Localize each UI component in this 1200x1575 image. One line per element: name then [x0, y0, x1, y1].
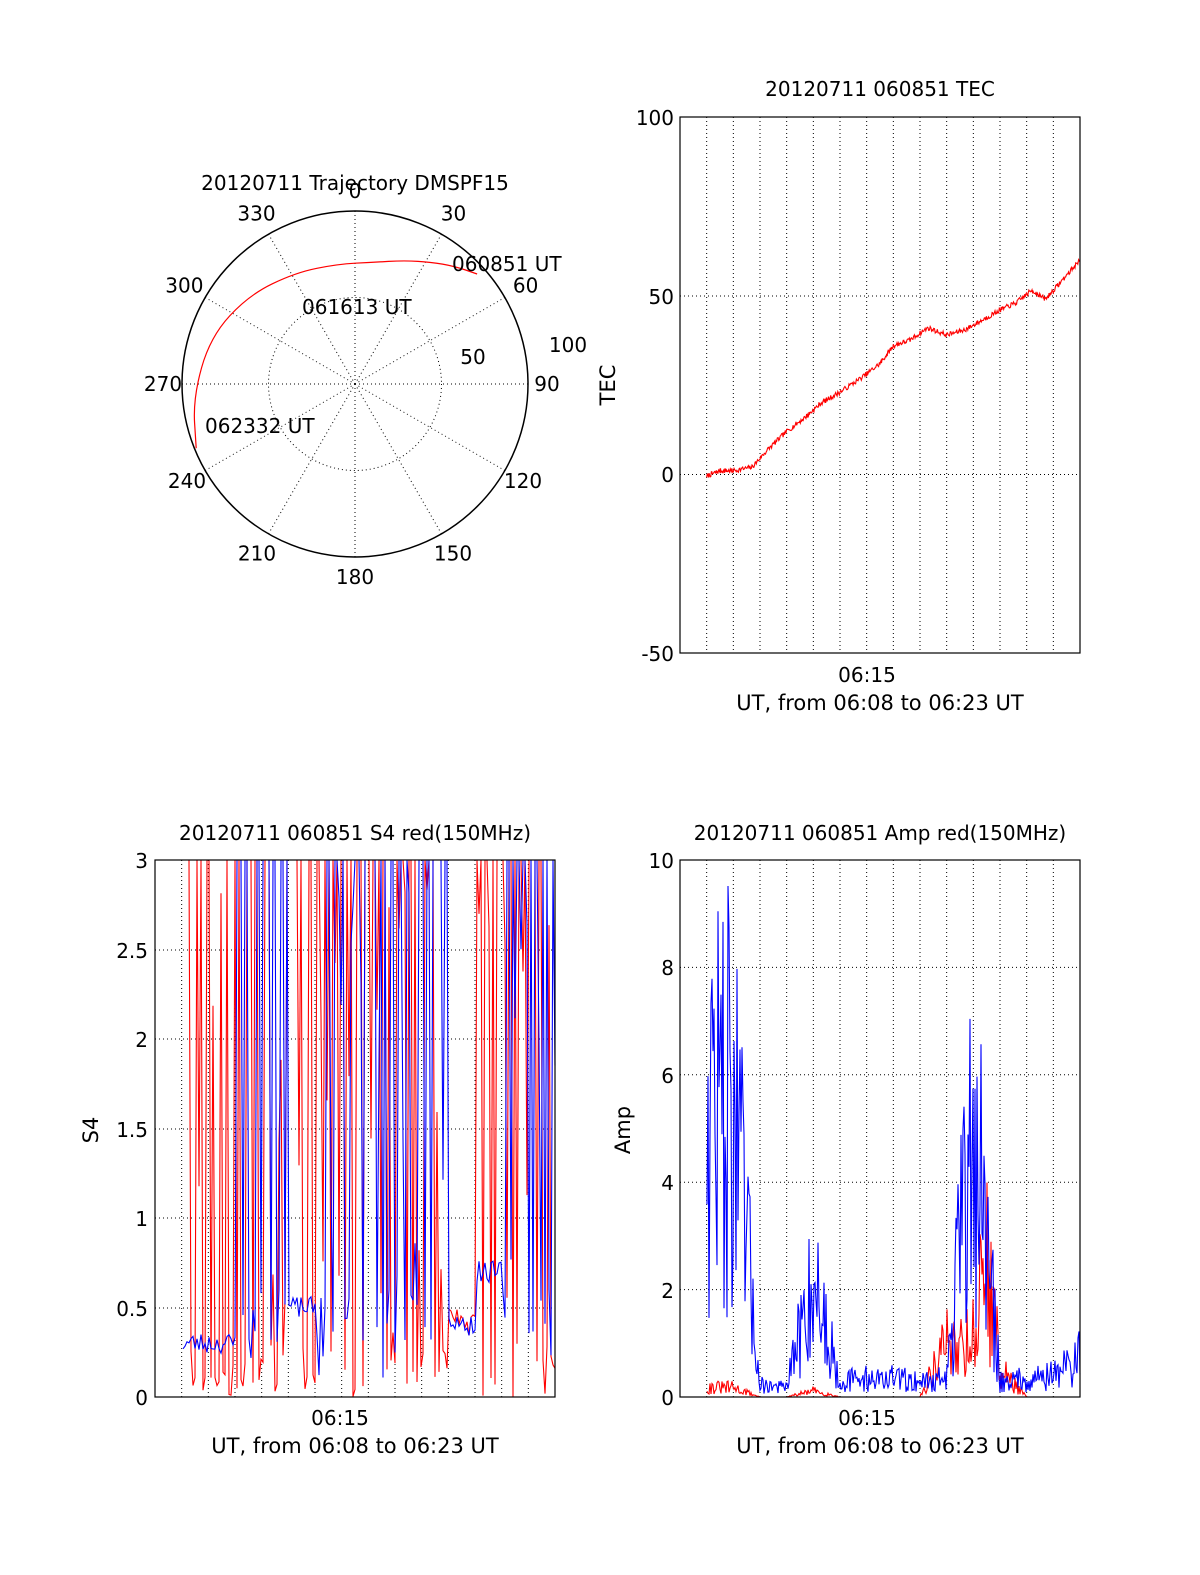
polar-angle-label: 210 — [238, 542, 276, 566]
polar-spoke — [354, 233, 442, 385]
amp-x-axis-label: UT, from 06:08 to 06:23 UT — [736, 1434, 1024, 1458]
polar-angle-label: 90 — [534, 372, 559, 396]
tec-ytick-label: 50 — [649, 285, 674, 309]
amp-ytick-label: 2 — [661, 1279, 674, 1303]
amp-blue-series — [706, 885, 1081, 1394]
polar-grid-circle — [268, 297, 442, 471]
amp-y-axis-label: Amp — [611, 1106, 635, 1154]
s4-ytick-label: 2.5 — [116, 939, 148, 963]
s4-red-series — [183, 859, 556, 1397]
tec-y-axis-label: TEC — [596, 365, 620, 407]
polar-grid — [181, 210, 529, 558]
polar-title: 20120711 Trajectory DMSPF15 — [201, 171, 509, 195]
polar-angle-label: 120 — [504, 469, 542, 493]
tec-ytick-label: 0 — [661, 463, 674, 487]
polar-trajectory-line — [193, 260, 478, 449]
polar-angle-label: 240 — [168, 469, 206, 493]
s4-ytick-label: 2 — [135, 1028, 148, 1052]
amp-ytick-label: 6 — [661, 1064, 674, 1088]
s4-title: 20120711 060851 S4 red(150MHz) — [179, 821, 531, 845]
tec-chart: 20120711 060851 TEC 100 50 0 -50 TEC 06:… — [596, 77, 1081, 715]
amp-ytick-label: 4 — [661, 1171, 674, 1195]
s4-ytick-label: 0 — [135, 1386, 148, 1410]
polar-spoke — [354, 297, 506, 385]
tec-grid — [680, 117, 1080, 653]
polar-angle-label: 330 — [237, 201, 275, 225]
polar-angle-label: 300 — [165, 274, 203, 298]
s4-x-axis-label: UT, from 06:08 to 06:23 UT — [211, 1434, 499, 1458]
s4-line — [183, 859, 556, 1397]
s4-chart: 20120711 060851 S4 red(150MHz) 3 2.5 2 1… — [79, 821, 556, 1458]
s4-x-tick-label: 06:15 — [311, 1406, 369, 1430]
amp-ytick-label: 0 — [661, 1386, 674, 1410]
polar-angle-labels: 0 30 60 90 120 150 180 210 240 270 300 330 — [144, 179, 560, 589]
amp-ytick-label: 8 — [661, 956, 674, 980]
tec-ytick-label: 100 — [636, 106, 674, 130]
s4-ytick-label: 3 — [135, 849, 148, 873]
polar-radial-label-50: 50 — [460, 345, 485, 369]
polar-angle-label: 150 — [434, 542, 472, 566]
amp-title: 20120711 060851 Amp red(150MHz) — [694, 821, 1066, 845]
amp-grid — [680, 860, 1080, 1397]
amp-line — [706, 885, 1081, 1394]
polar-point-label-start: 060851 UT — [452, 252, 562, 276]
polar-spoke — [204, 297, 356, 385]
polar-spoke — [354, 383, 442, 535]
tec-ytick-label: -50 — [641, 642, 674, 666]
polar-point-label-mid: 061613 UT — [302, 295, 412, 319]
amp-ytick-label: 10 — [649, 849, 674, 873]
polar-spoke — [354, 383, 506, 471]
s4-y-axis-label: S4 — [79, 1117, 103, 1144]
tec-title: 20120711 060851 TEC — [765, 77, 995, 101]
tec-series-line — [706, 257, 1081, 478]
polar-angle-label: 180 — [336, 565, 374, 589]
polar-angle-label: 270 — [144, 372, 182, 396]
tec-line — [706, 257, 1081, 478]
polar-angle-label: 60 — [513, 274, 538, 298]
polar-angle-label: 0 — [349, 179, 362, 203]
amp-x-tick-label: 06:15 — [838, 1406, 896, 1430]
tec-x-tick-label: 06:15 — [838, 663, 896, 687]
polar-trajectory-chart: 20120711 Trajectory DMSPF15 0 30 60 90 120 15… — [144, 171, 587, 589]
polar-spoke — [268, 233, 356, 385]
tec-x-axis-label: UT, from 06:08 to 06:23 UT — [736, 691, 1024, 715]
polar-point-label-end: 062332 UT — [205, 414, 315, 438]
s4-ytick-label: 1 — [135, 1207, 148, 1231]
s4-plot-frame — [154, 859, 556, 1398]
polar-trajectory-trace — [193, 260, 478, 449]
polar-spoke — [268, 383, 356, 535]
tec-plot-frame — [679, 116, 1081, 654]
s4-ytick-label: 1.5 — [116, 1118, 148, 1142]
s4-ytick-label: 0.5 — [116, 1297, 148, 1321]
polar-radial-label-100: 100 — [549, 333, 587, 357]
amp-plot-frame — [679, 859, 1081, 1398]
polar-spoke — [204, 383, 356, 471]
polar-angle-label: 30 — [441, 201, 466, 225]
amp-chart: 20120711 060851 Amp red(150MHz) 10 8 6 4… — [611, 821, 1081, 1458]
